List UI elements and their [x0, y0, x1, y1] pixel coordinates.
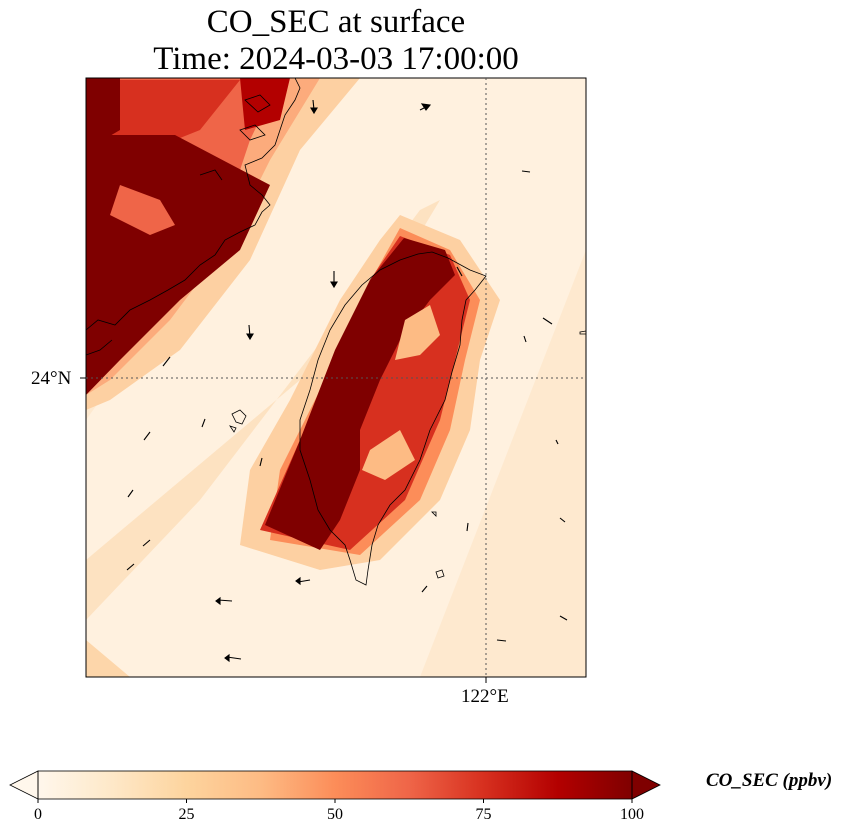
lon-tick-label: 122°E [461, 686, 509, 707]
concentration-field [86, 78, 586, 677]
china-coastline [86, 78, 301, 331]
colorbar-tick-label: 75 [475, 806, 492, 823]
small-island-east [435, 569, 445, 579]
colorbar [9, 770, 661, 803]
colorbar-tick-label: 0 [34, 806, 42, 823]
wind-vectors [126, 99, 568, 663]
penghu-islands [229, 409, 247, 433]
colorbar-tick-label: 100 [620, 806, 644, 823]
lat-tick-label: 24°N [31, 368, 72, 389]
small-island-east2 [431, 511, 437, 517]
colorbar-tick-label: 25 [178, 806, 195, 823]
colorbar-label: CO_SEC (ppbv) [706, 770, 833, 791]
china-coast-inlets [86, 94, 271, 356]
coastlines [86, 78, 586, 586]
small-island-far-east [579, 330, 586, 335]
colorbar-extend-min [9, 770, 39, 800]
map-title-line2: Time: 2024-03-03 17:00:00 [153, 41, 519, 77]
map-title-line1: CO_SEC at surface [206, 4, 466, 40]
taiwan-coastline [299, 251, 487, 586]
colorbar-tick-label: 50 [327, 806, 343, 823]
colorbar-extend-max [631, 770, 661, 800]
